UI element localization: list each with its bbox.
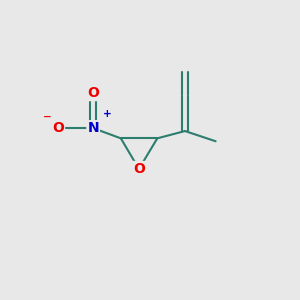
- Text: O: O: [52, 121, 64, 135]
- Text: O: O: [87, 86, 99, 100]
- Text: O: O: [133, 162, 145, 176]
- Text: −: −: [43, 112, 51, 122]
- Text: N: N: [87, 121, 99, 135]
- Text: +: +: [103, 109, 112, 118]
